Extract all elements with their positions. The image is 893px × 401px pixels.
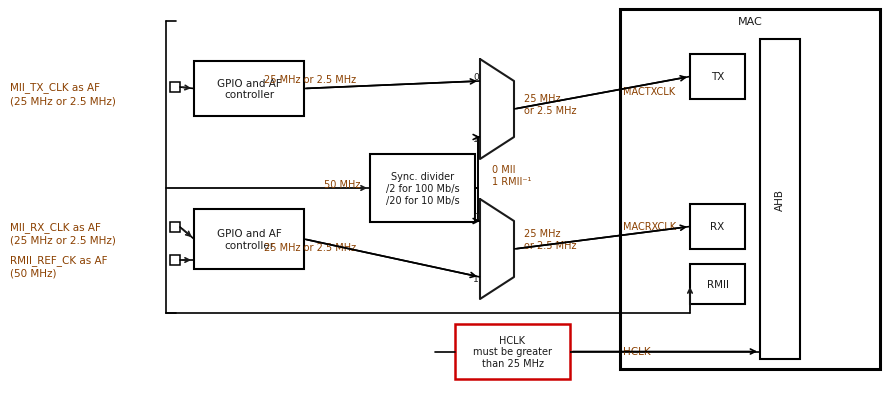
Bar — [370, 155, 475, 223]
Text: GPIO and AF
controller: GPIO and AF controller — [217, 79, 281, 100]
Text: 50 MHz: 50 MHz — [323, 180, 360, 190]
Text: 0 MII
1 RMII⁻¹: 0 MII 1 RMII⁻¹ — [492, 165, 531, 186]
Text: 25 MHz or 2.5 MHz: 25 MHz or 2.5 MHz — [264, 242, 356, 252]
Bar — [455, 324, 570, 379]
Text: 25 MHz
or 2.5 MHz: 25 MHz or 2.5 MHz — [524, 94, 577, 115]
Text: 1: 1 — [473, 135, 479, 144]
Text: MAC: MAC — [738, 17, 763, 27]
Bar — [170, 255, 180, 265]
Polygon shape — [480, 60, 514, 160]
Text: RX: RX — [710, 222, 724, 232]
Text: 0: 0 — [473, 213, 479, 222]
Text: MII_RX_CLK as AF: MII_RX_CLK as AF — [10, 222, 101, 233]
Text: RMII: RMII — [706, 279, 729, 289]
Text: 25 MHz or 2.5 MHz: 25 MHz or 2.5 MHz — [264, 75, 356, 85]
Bar — [194, 62, 304, 117]
Text: (25 MHz or 2.5 MHz): (25 MHz or 2.5 MHz) — [10, 235, 116, 245]
Bar — [760, 40, 800, 359]
Bar — [690, 205, 745, 249]
Text: GPIO and AF
controller: GPIO and AF controller — [217, 229, 281, 250]
Bar — [690, 55, 745, 100]
Text: (25 MHz or 2.5 MHz): (25 MHz or 2.5 MHz) — [10, 96, 116, 106]
Bar — [690, 264, 745, 304]
Text: AHB: AHB — [775, 188, 785, 211]
Text: 1: 1 — [473, 275, 479, 284]
Bar — [194, 209, 304, 269]
Text: RMII_REF_CK as AF: RMII_REF_CK as AF — [10, 255, 107, 266]
Text: HCLK
must be greater
than 25 MHz: HCLK must be greater than 25 MHz — [473, 335, 552, 368]
Text: MACTXCLK: MACTXCLK — [623, 87, 675, 97]
Polygon shape — [480, 200, 514, 299]
Text: HCLK: HCLK — [623, 346, 651, 356]
Text: TX: TX — [711, 72, 724, 82]
Text: 0: 0 — [473, 73, 479, 82]
Text: Sync. divider
/2 for 100 Mb/s
/20 for 10 Mb/s: Sync. divider /2 for 100 Mb/s /20 for 10… — [386, 172, 459, 205]
Text: 25 MHz
or 2.5 MHz: 25 MHz or 2.5 MHz — [524, 229, 577, 250]
Text: MACRXCLK: MACRXCLK — [623, 221, 676, 231]
Text: MII_TX_CLK as AF: MII_TX_CLK as AF — [10, 82, 100, 93]
Bar — [620, 10, 880, 369]
Bar — [170, 223, 180, 233]
Text: (50 MHz): (50 MHz) — [10, 268, 56, 278]
Bar — [170, 83, 180, 93]
